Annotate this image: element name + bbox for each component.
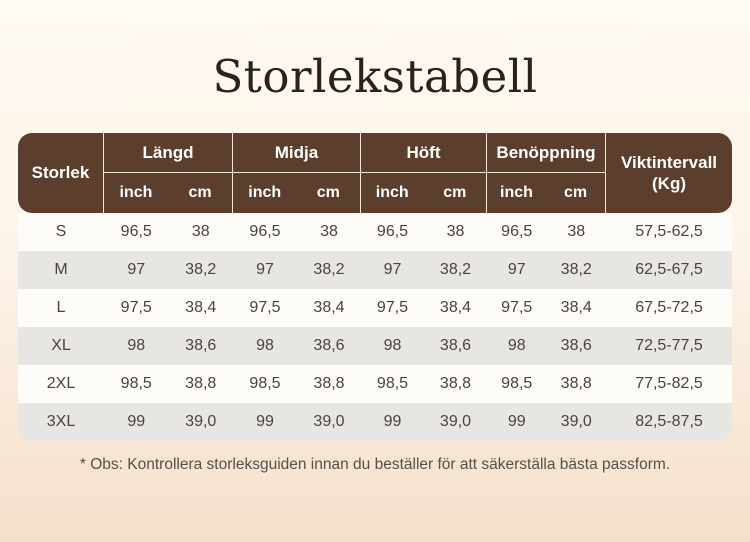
cell-weight: 57,5-62,5 — [635, 223, 703, 240]
cell-value: 99 — [127, 413, 146, 430]
cell-value: 97 — [256, 261, 274, 278]
cell-value: 39,0 — [560, 413, 592, 430]
table-row: S 96,5 38 96,5 38 96,5 38 96,5 38 57,5-62,5 — [18, 213, 732, 251]
viktintervall-line2: (Kg) — [652, 174, 686, 193]
cell-size: L — [56, 299, 66, 316]
cell-weight: 82,5-87,5 — [635, 413, 703, 430]
group-subheader: inch cm — [361, 173, 486, 213]
column-group-hoft: Höft inch cm — [361, 133, 487, 213]
table-row: M 97 38,2 97 38,2 97 38,2 97 38,2 62,5-67,5 — [18, 251, 732, 289]
cell-weight: 77,5-82,5 — [635, 375, 703, 392]
cell-value: 38,2 — [439, 261, 472, 278]
cell-value: 97,5 — [249, 299, 281, 316]
subheader-cm: cm — [563, 184, 588, 201]
cell-value: 38,4 — [185, 299, 217, 316]
cell-value: 38 — [320, 223, 338, 240]
cell-value: 38,2 — [313, 261, 345, 278]
subheader-cm: cm — [443, 184, 467, 201]
cell-size: 3XL — [46, 413, 76, 430]
table-row: 2XL 98,5 38,8 98,5 38,8 98,5 38,8 98,5 38,8 77,5-… — [18, 365, 732, 403]
cell-value: 98,5 — [376, 375, 409, 392]
cell-size: XL — [51, 337, 71, 354]
cell-value: 38,2 — [185, 261, 217, 278]
column-group-benoppning: Benöppning inch cm — [487, 133, 606, 213]
cell-value: 38,8 — [439, 375, 472, 392]
group-subheader: inch cm — [233, 173, 360, 213]
cell-value: 97 — [127, 261, 146, 278]
cell-value: 38,4 — [560, 299, 592, 316]
cell-value: 38 — [567, 223, 586, 240]
cell-value: 99 — [256, 413, 274, 430]
cell-value: 38,8 — [560, 375, 592, 392]
table-row: XL 98 38,6 98 38,6 98 38,6 98 38,6 72,5-77,5 — [18, 327, 732, 365]
cell-value: 97,5 — [501, 299, 533, 316]
cell-value: 38,6 — [560, 337, 592, 354]
cell-value: 97 — [383, 261, 402, 278]
cell-value: 98 — [256, 337, 274, 354]
cell-value: 38 — [446, 223, 465, 240]
cell-value: 98 — [507, 337, 526, 354]
cell-weight: 67,5-72,5 — [635, 299, 703, 316]
group-label: Höft — [361, 133, 486, 173]
cell-value: 97 — [507, 261, 526, 278]
column-header-storlek: Storlek — [18, 133, 104, 213]
subheader-inch: inch — [119, 184, 153, 201]
cell-value: 38,4 — [313, 299, 345, 316]
footer-note: * Obs: Kontrollera storleksguiden innan … — [79, 456, 671, 473]
cell-value: 99 — [383, 413, 402, 430]
cell-weight: 62,5-67,5 — [635, 261, 703, 278]
cell-value: 39,0 — [185, 413, 217, 430]
table-row: 3XL 99 39,0 99 39,0 99 39,0 99 39,0 82,5-87,5 — [18, 403, 732, 441]
group-subheader: inch cm — [487, 173, 605, 213]
cell-size: S — [55, 223, 67, 240]
column-group-langd: Längd inch cm — [104, 133, 233, 213]
size-table: Storlek Längd inch cm Midja inch cm Höft… — [18, 133, 732, 441]
subheader-inch: inch — [500, 184, 533, 201]
subheader-cm: cm — [188, 184, 212, 201]
cell-value: 38 — [191, 223, 210, 240]
subheader-cm: cm — [316, 184, 340, 201]
cell-weight: 72,5-77,5 — [635, 337, 703, 354]
cell-value: 98,5 — [501, 375, 533, 392]
cell-value: 39,0 — [439, 413, 472, 430]
cell-value: 97,5 — [120, 299, 152, 316]
cell-value: 38,6 — [185, 337, 217, 354]
cell-value: 97,5 — [376, 299, 409, 316]
cell-value: 39,0 — [313, 413, 345, 430]
group-subheader: inch cm — [104, 173, 232, 213]
column-group-midja: Midja inch cm — [233, 133, 361, 213]
cell-value: 98,5 — [120, 375, 152, 392]
group-label: Längd — [104, 133, 232, 173]
cell-value: 98 — [383, 337, 402, 354]
cell-value: 38,4 — [439, 299, 472, 316]
cell-value: 38,6 — [439, 337, 472, 354]
cell-value: 98,5 — [249, 375, 281, 392]
cell-size: 2XL — [46, 375, 76, 392]
table-body: S 96,5 38 96,5 38 96,5 38 96,5 38 57,5-62,5 M 97 38,… — [18, 213, 732, 441]
cell-value: 96,5 — [501, 223, 533, 240]
subheader-inch: inch — [375, 184, 409, 201]
cell-value: 99 — [507, 413, 526, 430]
cell-value: 96,5 — [249, 223, 281, 240]
table-header: Storlek Längd inch cm Midja inch cm Höft… — [18, 133, 732, 213]
viktintervall-line1: Viktintervall — [620, 152, 718, 172]
cell-value: 38,6 — [313, 337, 345, 354]
cell-value: 96,5 — [120, 223, 152, 240]
cell-value: 38,2 — [560, 261, 592, 278]
subheader-inch: inch — [248, 184, 282, 201]
table-row: L 97,5 38,4 97,5 38,4 97,5 38,4 97,5 38,4 67,5-72… — [18, 289, 732, 327]
group-label: Benöppning — [487, 133, 605, 173]
page-title: Storlekstabell — [212, 50, 538, 103]
cell-size: M — [54, 261, 68, 278]
cell-value: 38,8 — [313, 375, 345, 392]
cell-value: 98 — [127, 337, 146, 354]
group-label: Midja — [233, 133, 360, 173]
column-header-viktintervall: Viktintervall (Kg) — [606, 133, 732, 213]
cell-value: 38,8 — [185, 375, 217, 392]
cell-value: 96,5 — [376, 223, 409, 240]
